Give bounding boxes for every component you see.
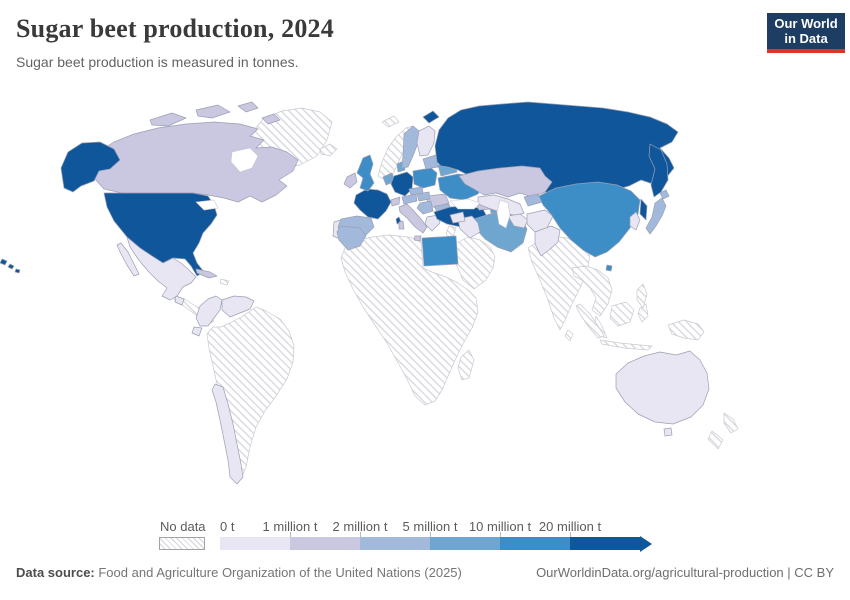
country-germany[interactable] [390, 171, 414, 197]
country-new-zealand[interactable] [707, 412, 739, 450]
footer: Data source: Food and Agriculture Organi… [16, 565, 834, 580]
region-africa[interactable] [340, 234, 479, 406]
country-egypt[interactable] [421, 235, 459, 267]
country-svalbard[interactable] [381, 115, 400, 128]
legend-tick-label: 1 million t [262, 519, 318, 534]
country-south-korea[interactable] [629, 211, 641, 231]
legend-tick-label: 0 t [220, 519, 235, 534]
legend-tick-label: 5 million t [402, 519, 458, 534]
legend-bin-1[interactable] [220, 537, 290, 550]
legend-no-data-label: No data [160, 519, 206, 534]
country-canada[interactable] [89, 101, 299, 203]
country-mexico[interactable] [116, 236, 197, 301]
legend-tick-label: 2 million t [332, 519, 388, 534]
country-united-kingdom[interactable] [356, 154, 375, 192]
country-poland[interactable] [412, 167, 438, 189]
country-australia[interactable] [615, 350, 710, 437]
region-south-america[interactable] [206, 306, 295, 478]
region-hispaniola[interactable] [219, 278, 230, 286]
legend-tick-label: 10 million t [468, 519, 532, 534]
legend-bin-3[interactable] [360, 537, 430, 550]
country-philippines[interactable] [636, 283, 648, 309]
great-lakes [195, 199, 219, 211]
footer-source-label: Data source: [16, 565, 95, 580]
country-united-states[interactable] [0, 141, 218, 277]
world-map [0, 101, 739, 485]
footer-source-text: Food and Agriculture Organization of the… [94, 565, 462, 580]
owid-logo-line1: Our World [774, 16, 838, 31]
country-india[interactable] [527, 235, 591, 331]
country-colombia[interactable] [195, 295, 223, 327]
footer-source: Data source: Food and Agriculture Organi… [16, 565, 462, 580]
legend-bar [220, 535, 652, 552]
country-china[interactable] [538, 181, 641, 272]
country-chile[interactable] [211, 383, 244, 485]
country-papua-new-guinea[interactable] [667, 319, 705, 341]
legend-tick [360, 532, 361, 537]
country-pakistan[interactable] [534, 225, 561, 257]
legend-tick-label: 20 million t [538, 519, 602, 534]
legend-bin-6[interactable] [570, 537, 640, 550]
legend-tick [290, 532, 291, 537]
region-baltic-states[interactable] [422, 154, 439, 170]
owid-logo[interactable]: Our World in Data [767, 13, 845, 53]
country-madagascar[interactable] [457, 349, 475, 381]
hudson-bay [230, 147, 259, 173]
country-morocco[interactable] [336, 225, 367, 251]
country-cuba[interactable] [195, 268, 218, 279]
legend-bin-5[interactable] [500, 537, 570, 550]
legend-tick [430, 532, 431, 537]
country-ireland[interactable] [343, 172, 358, 189]
legend-arrow [640, 535, 652, 552]
country-sweden[interactable] [401, 125, 420, 169]
legend-tick [500, 532, 501, 537]
owid-logo-line2: in Data [784, 31, 828, 46]
legend-tick [570, 532, 571, 537]
legend-bin-2[interactable] [290, 537, 360, 550]
country-japan[interactable] [645, 189, 670, 235]
country-sri-lanka[interactable] [564, 329, 574, 342]
caspian-sea [496, 199, 511, 229]
country-hungary[interactable] [416, 191, 431, 202]
page-title: Sugar beet production, 2024 [16, 14, 334, 43]
country-serbia[interactable] [416, 200, 434, 215]
black-sea [449, 198, 481, 210]
legend-no-data-swatch[interactable] [159, 537, 205, 550]
map-legend: No data 0 t 1 million t 2 million t 5 milli… [159, 519, 699, 553]
footer-link[interactable]: OurWorldinData.org/agricultural-producti… [536, 565, 834, 580]
country-switzerland[interactable] [390, 196, 401, 207]
country-turkmenistan[interactable] [507, 213, 529, 229]
country-finland[interactable] [416, 125, 436, 157]
country-iceland[interactable] [319, 143, 338, 157]
country-guatemala[interactable] [174, 295, 185, 306]
country-italy[interactable] [398, 203, 428, 242]
country-venezuela[interactable] [221, 295, 255, 318]
country-indonesia[interactable] [575, 301, 653, 351]
page-subtitle: Sugar beet production is measured in ton… [16, 54, 299, 70]
legend-bin-4[interactable] [430, 537, 500, 550]
country-ecuador[interactable] [191, 326, 203, 337]
country-syria[interactable] [449, 211, 466, 224]
country-saudi-arabia[interactable] [451, 236, 496, 290]
